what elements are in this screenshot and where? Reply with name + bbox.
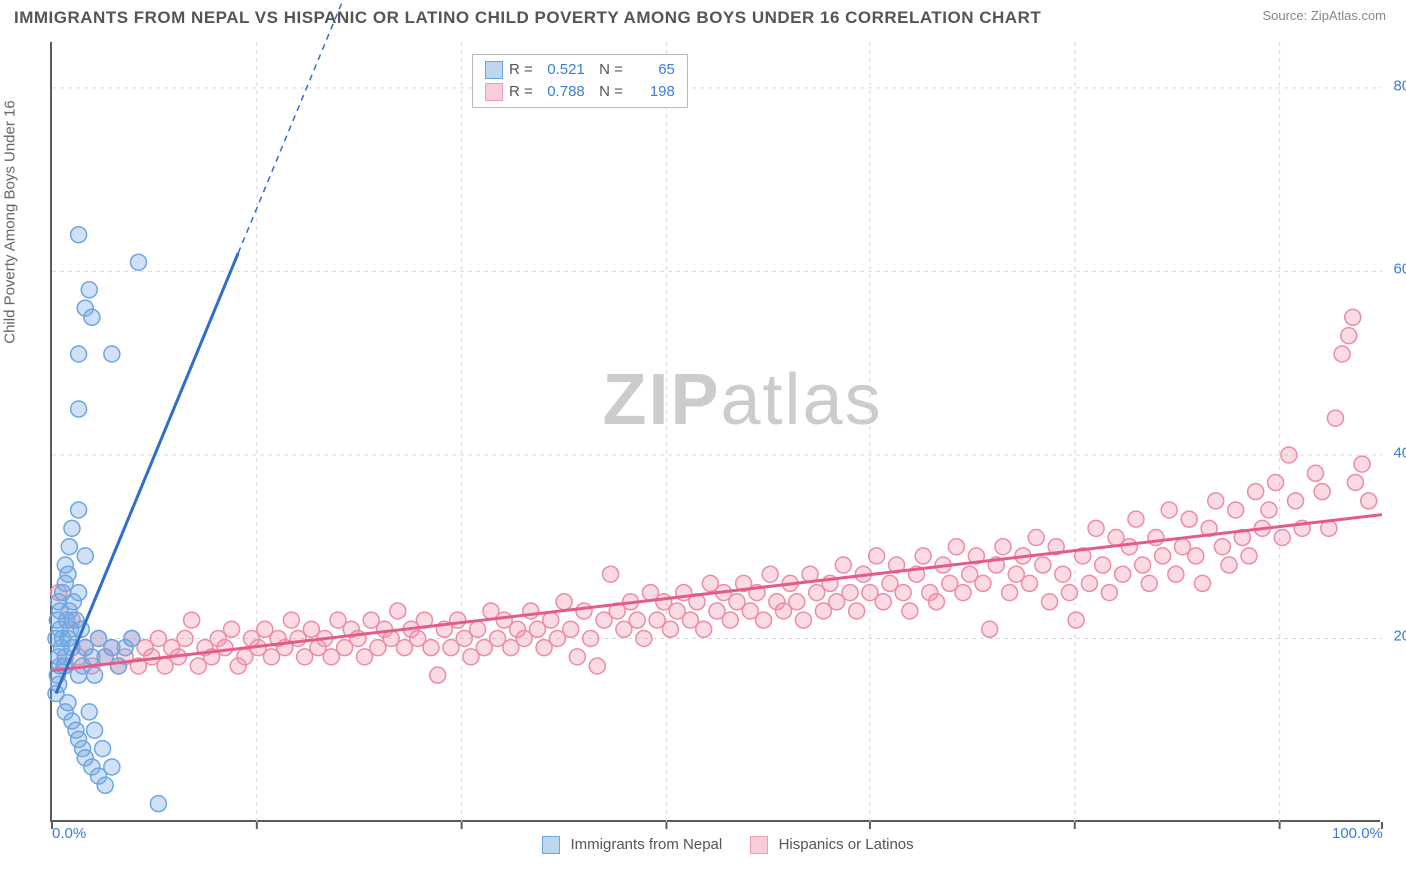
plot-region: ZIPatlas R = 0.521 N = 65 R = 0.788 N = …	[50, 42, 1380, 822]
swatch-series-b	[750, 836, 768, 854]
legend-row-a: R = 0.521 N = 65	[485, 59, 675, 81]
series-a-label: Immigrants from Nepal	[571, 836, 723, 853]
correlation-legend: R = 0.521 N = 65 R = 0.788 N = 198	[472, 54, 688, 108]
y-tick-label: 80.0%	[1393, 77, 1406, 94]
y-tick-label: 20.0%	[1393, 628, 1406, 645]
series-b-label: Hispanics or Latinos	[779, 836, 914, 853]
y-tick-label: 40.0%	[1393, 444, 1406, 461]
chart-area: Child Poverty Among Boys Under 16 ZIPatl…	[0, 32, 1406, 882]
r-value-b: 0.788	[539, 81, 585, 103]
y-axis-label: Child Poverty Among Boys Under 16	[2, 100, 19, 343]
y-tick-label: 60.0%	[1393, 261, 1406, 278]
swatch-series-b	[485, 83, 503, 101]
n-label: N =	[591, 81, 623, 103]
title-bar: IMMIGRANTS FROM NEPAL VS HISPANIC OR LAT…	[0, 0, 1406, 32]
n-value-b: 198	[629, 81, 675, 103]
n-value-a: 65	[629, 59, 675, 81]
n-label: N =	[591, 59, 623, 81]
x-tick-label: 0.0%	[52, 825, 86, 842]
source-label: Source: ZipAtlas.com	[1262, 8, 1386, 23]
scatter-plot	[52, 42, 1380, 820]
swatch-series-a	[542, 836, 560, 854]
x-tick-label: 100.0%	[1332, 825, 1383, 842]
r-value-a: 0.521	[539, 59, 585, 81]
swatch-series-a	[485, 61, 503, 79]
r-label: R =	[509, 81, 533, 103]
series-legend: Immigrants from Nepal Hispanics or Latin…	[52, 836, 1380, 854]
legend-row-b: R = 0.788 N = 198	[485, 81, 675, 103]
chart-title: IMMIGRANTS FROM NEPAL VS HISPANIC OR LAT…	[14, 8, 1041, 28]
r-label: R =	[509, 59, 533, 81]
